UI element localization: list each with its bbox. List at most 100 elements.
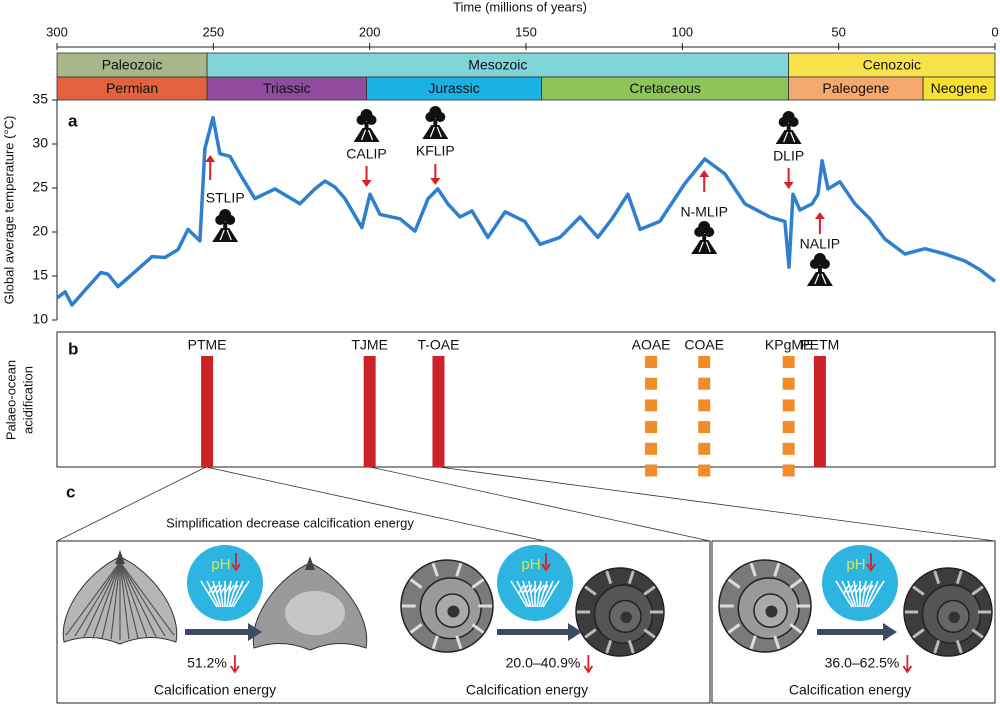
septum [584,585,597,596]
y-tick-label: 15 [32,267,48,283]
change-label: 20.0–40.9% [506,655,581,671]
time-band-label: Cenozoic [863,57,921,73]
event-bar-dash [782,421,795,434]
event-bar [201,356,214,467]
annotation-label: NALIP [800,236,840,252]
septum [409,623,423,634]
volcano-plume [817,266,822,273]
footer-label: Calcification energy [154,682,276,698]
annotation-arrowhead [205,155,216,162]
x-tick-label: 300 [46,24,68,39]
septum [971,585,984,596]
rib [119,561,157,638]
time-band [922,76,996,101]
volcano-cone [353,128,380,142]
y-axis-title: Palaeo-ocean [3,360,18,440]
x-tick-label: 200 [359,24,381,39]
event-bar-dash [782,356,795,368]
annotation-arrowhead [814,212,825,219]
footer-label: Calcification energy [466,682,588,698]
annotation-label: KFLIP [416,143,455,159]
volcano-plume [702,234,707,241]
ph-label: pH [521,556,540,573]
ammonite [718,559,812,653]
panel-b-frame [56,331,996,468]
volcano-icon [775,111,802,144]
volcano-cloud [782,111,795,123]
septum [749,562,757,577]
volcano-lava [698,241,711,253]
septum [471,578,485,589]
event-bar-dash [645,377,658,390]
volcano-cone [775,130,802,144]
time-band-label: Permian [106,80,158,96]
volcano-cloud [360,109,373,121]
septum [955,570,963,585]
y-tick-label: 25 [32,179,48,195]
coral [835,580,885,608]
process-arrow [817,623,897,641]
septum [455,562,463,577]
event-bar-dash [698,377,711,390]
event-bar-dash [698,356,711,368]
ammonite [903,567,993,657]
time-band-label: Paleozoic [102,57,163,73]
event-label: T-OAE [417,337,459,353]
ph-icon: pH [822,545,898,621]
rib [119,561,139,639]
ph-icon: pH [187,545,263,621]
event-bar-dash [698,442,711,455]
y-tick-label: 30 [32,135,48,151]
ph-icon: pH [497,545,573,621]
coral [200,580,250,608]
volcano-icon [691,221,718,254]
septum [971,628,984,639]
y-tick-label: 10 [32,311,48,327]
volcano-lava [783,131,796,143]
panel-label: c [66,482,75,501]
annotation-arrowhead [783,182,794,189]
septum [431,635,439,650]
event-bar [813,356,826,467]
brachiopod [252,556,368,651]
whorl [620,611,632,624]
rib [65,561,121,636]
septum [727,623,741,634]
rib [119,561,148,638]
event-label: KPgME [765,337,812,353]
septum [789,578,803,589]
whorl [447,605,460,618]
septum [955,639,963,654]
shade [285,591,345,635]
ph-arrow [541,553,551,572]
event-bar-dash [645,399,658,412]
x-tick-label: 250 [202,24,224,39]
volcano-plume [364,122,369,129]
septum [933,570,941,585]
decrease-arrow [230,655,240,674]
event-label: TJME [351,337,388,353]
annotation-arrowhead [430,178,441,185]
septum [773,562,781,577]
beak [305,556,315,570]
connector-lines [56,466,996,542]
connector [369,466,711,542]
time-band-label: Neogene [931,80,988,96]
rib [92,561,121,638]
volcano-icon [353,109,380,142]
coral [510,580,560,608]
volcano-cloud [429,106,442,118]
connector [56,466,207,542]
rib [74,561,121,637]
annotation-label: STLIP [206,190,245,206]
event-bar-dash [782,399,795,412]
ammonite [400,559,494,653]
volcano-plume [223,222,228,229]
rib [101,561,121,639]
annotation-arrowhead [361,180,372,187]
volcano-plume [786,124,791,131]
volcano-lava [814,273,827,285]
event-label: AOAE [632,337,671,353]
panel-c-box [56,540,711,704]
